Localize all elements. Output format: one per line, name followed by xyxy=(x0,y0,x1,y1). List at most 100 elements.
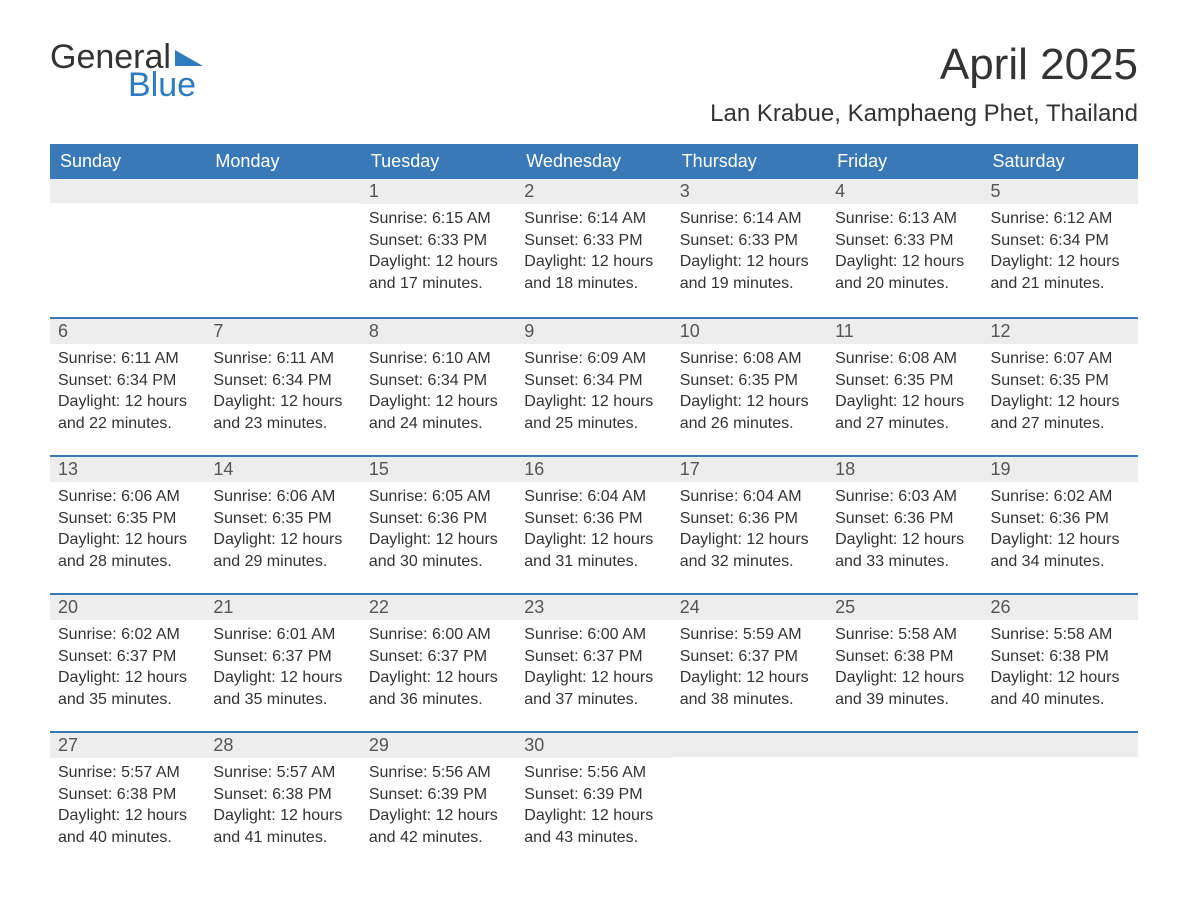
daylight-text-line2: and 20 minutes. xyxy=(835,273,974,295)
day-body: Sunrise: 6:08 AMSunset: 6:35 PMDaylight:… xyxy=(672,344,827,444)
daylight-text-line2: and 28 minutes. xyxy=(58,551,197,573)
sunrise-text: Sunrise: 6:05 AM xyxy=(369,486,508,508)
daylight-text-line1: Daylight: 12 hours xyxy=(991,251,1130,273)
day-body: Sunrise: 6:15 AMSunset: 6:33 PMDaylight:… xyxy=(361,204,516,304)
day-number: 20 xyxy=(50,595,205,620)
daylight-text-line1: Daylight: 12 hours xyxy=(835,251,974,273)
daylight-text-line2: and 38 minutes. xyxy=(680,689,819,711)
day-number: 1 xyxy=(361,179,516,204)
calendar-cell: 26Sunrise: 5:58 AMSunset: 6:38 PMDayligh… xyxy=(983,595,1138,731)
calendar-cell: 28Sunrise: 5:57 AMSunset: 6:38 PMDayligh… xyxy=(205,733,360,869)
day-body xyxy=(205,203,360,217)
sunrise-text: Sunrise: 6:14 AM xyxy=(680,208,819,230)
day-number: 30 xyxy=(516,733,671,758)
daylight-text-line2: and 41 minutes. xyxy=(213,827,352,849)
daylight-text-line2: and 31 minutes. xyxy=(524,551,663,573)
day-number: 12 xyxy=(983,319,1138,344)
sunrise-text: Sunrise: 5:56 AM xyxy=(369,762,508,784)
calendar-cell xyxy=(827,733,982,869)
calendar-week: 6Sunrise: 6:11 AMSunset: 6:34 PMDaylight… xyxy=(50,317,1138,455)
calendar-cell: 1Sunrise: 6:15 AMSunset: 6:33 PMDaylight… xyxy=(361,179,516,317)
day-body: Sunrise: 6:05 AMSunset: 6:36 PMDaylight:… xyxy=(361,482,516,582)
calendar-body: 1Sunrise: 6:15 AMSunset: 6:33 PMDaylight… xyxy=(50,179,1138,869)
day-number: 18 xyxy=(827,457,982,482)
day-body: Sunrise: 6:04 AMSunset: 6:36 PMDaylight:… xyxy=(672,482,827,582)
daylight-text-line1: Daylight: 12 hours xyxy=(835,391,974,413)
calendar: Sunday Monday Tuesday Wednesday Thursday… xyxy=(50,144,1138,869)
daylight-text-line1: Daylight: 12 hours xyxy=(369,529,508,551)
daylight-text-line2: and 35 minutes. xyxy=(58,689,197,711)
daylight-text-line1: Daylight: 12 hours xyxy=(369,805,508,827)
daylight-text-line2: and 22 minutes. xyxy=(58,413,197,435)
day-body: Sunrise: 6:07 AMSunset: 6:35 PMDaylight:… xyxy=(983,344,1138,444)
daylight-text-line1: Daylight: 12 hours xyxy=(58,667,197,689)
sunrise-text: Sunrise: 5:58 AM xyxy=(835,624,974,646)
sunrise-text: Sunrise: 6:00 AM xyxy=(369,624,508,646)
day-number: 29 xyxy=(361,733,516,758)
calendar-week: 1Sunrise: 6:15 AMSunset: 6:33 PMDaylight… xyxy=(50,179,1138,317)
sunrise-text: Sunrise: 6:04 AM xyxy=(524,486,663,508)
daylight-text-line1: Daylight: 12 hours xyxy=(524,391,663,413)
day-number xyxy=(672,733,827,757)
sunset-text: Sunset: 6:34 PM xyxy=(58,370,197,392)
daylight-text-line1: Daylight: 12 hours xyxy=(369,251,508,273)
sunrise-text: Sunrise: 6:11 AM xyxy=(58,348,197,370)
daylight-text-line1: Daylight: 12 hours xyxy=(680,667,819,689)
day-body: Sunrise: 6:06 AMSunset: 6:35 PMDaylight:… xyxy=(50,482,205,582)
calendar-cell: 25Sunrise: 5:58 AMSunset: 6:38 PMDayligh… xyxy=(827,595,982,731)
daylight-text-line2: and 42 minutes. xyxy=(369,827,508,849)
calendar-week: 13Sunrise: 6:06 AMSunset: 6:35 PMDayligh… xyxy=(50,455,1138,593)
day-number: 21 xyxy=(205,595,360,620)
sunset-text: Sunset: 6:35 PM xyxy=(835,370,974,392)
sunrise-text: Sunrise: 6:04 AM xyxy=(680,486,819,508)
weekday-label: Monday xyxy=(205,144,360,179)
day-number: 26 xyxy=(983,595,1138,620)
daylight-text-line1: Daylight: 12 hours xyxy=(524,251,663,273)
calendar-cell: 17Sunrise: 6:04 AMSunset: 6:36 PMDayligh… xyxy=(672,457,827,593)
calendar-cell xyxy=(983,733,1138,869)
logo: General Blue xyxy=(50,40,203,102)
calendar-cell: 24Sunrise: 5:59 AMSunset: 6:37 PMDayligh… xyxy=(672,595,827,731)
sunset-text: Sunset: 6:33 PM xyxy=(680,230,819,252)
daylight-text-line2: and 19 minutes. xyxy=(680,273,819,295)
sunset-text: Sunset: 6:39 PM xyxy=(524,784,663,806)
sunset-text: Sunset: 6:35 PM xyxy=(991,370,1130,392)
daylight-text-line2: and 36 minutes. xyxy=(369,689,508,711)
calendar-cell: 23Sunrise: 6:00 AMSunset: 6:37 PMDayligh… xyxy=(516,595,671,731)
sunrise-text: Sunrise: 6:14 AM xyxy=(524,208,663,230)
calendar-cell: 27Sunrise: 5:57 AMSunset: 6:38 PMDayligh… xyxy=(50,733,205,869)
day-body xyxy=(983,757,1138,771)
sunrise-text: Sunrise: 6:01 AM xyxy=(213,624,352,646)
day-body: Sunrise: 6:13 AMSunset: 6:33 PMDaylight:… xyxy=(827,204,982,304)
sunrise-text: Sunrise: 5:57 AM xyxy=(58,762,197,784)
sunset-text: Sunset: 6:39 PM xyxy=(369,784,508,806)
sunset-text: Sunset: 6:35 PM xyxy=(213,508,352,530)
daylight-text-line1: Daylight: 12 hours xyxy=(835,667,974,689)
calendar-cell: 30Sunrise: 5:56 AMSunset: 6:39 PMDayligh… xyxy=(516,733,671,869)
day-body: Sunrise: 6:14 AMSunset: 6:33 PMDaylight:… xyxy=(672,204,827,304)
daylight-text-line1: Daylight: 12 hours xyxy=(58,529,197,551)
daylight-text-line2: and 25 minutes. xyxy=(524,413,663,435)
day-number: 8 xyxy=(361,319,516,344)
daylight-text-line1: Daylight: 12 hours xyxy=(991,667,1130,689)
calendar-cell: 2Sunrise: 6:14 AMSunset: 6:33 PMDaylight… xyxy=(516,179,671,317)
daylight-text-line2: and 43 minutes. xyxy=(524,827,663,849)
weekday-label: Thursday xyxy=(672,144,827,179)
calendar-cell: 6Sunrise: 6:11 AMSunset: 6:34 PMDaylight… xyxy=(50,319,205,455)
day-body: Sunrise: 5:58 AMSunset: 6:38 PMDaylight:… xyxy=(827,620,982,720)
day-number: 3 xyxy=(672,179,827,204)
calendar-cell: 5Sunrise: 6:12 AMSunset: 6:34 PMDaylight… xyxy=(983,179,1138,317)
daylight-text-line1: Daylight: 12 hours xyxy=(524,667,663,689)
day-number: 14 xyxy=(205,457,360,482)
daylight-text-line1: Daylight: 12 hours xyxy=(58,391,197,413)
day-number: 25 xyxy=(827,595,982,620)
title-block: April 2025 Lan Krabue, Kamphaeng Phet, T… xyxy=(710,40,1138,128)
sunset-text: Sunset: 6:37 PM xyxy=(524,646,663,668)
day-body: Sunrise: 6:09 AMSunset: 6:34 PMDaylight:… xyxy=(516,344,671,444)
day-body: Sunrise: 6:06 AMSunset: 6:35 PMDaylight:… xyxy=(205,482,360,582)
calendar-cell: 7Sunrise: 6:11 AMSunset: 6:34 PMDaylight… xyxy=(205,319,360,455)
calendar-cell: 4Sunrise: 6:13 AMSunset: 6:33 PMDaylight… xyxy=(827,179,982,317)
sunrise-text: Sunrise: 6:10 AM xyxy=(369,348,508,370)
daylight-text-line2: and 27 minutes. xyxy=(835,413,974,435)
daylight-text-line2: and 37 minutes. xyxy=(524,689,663,711)
